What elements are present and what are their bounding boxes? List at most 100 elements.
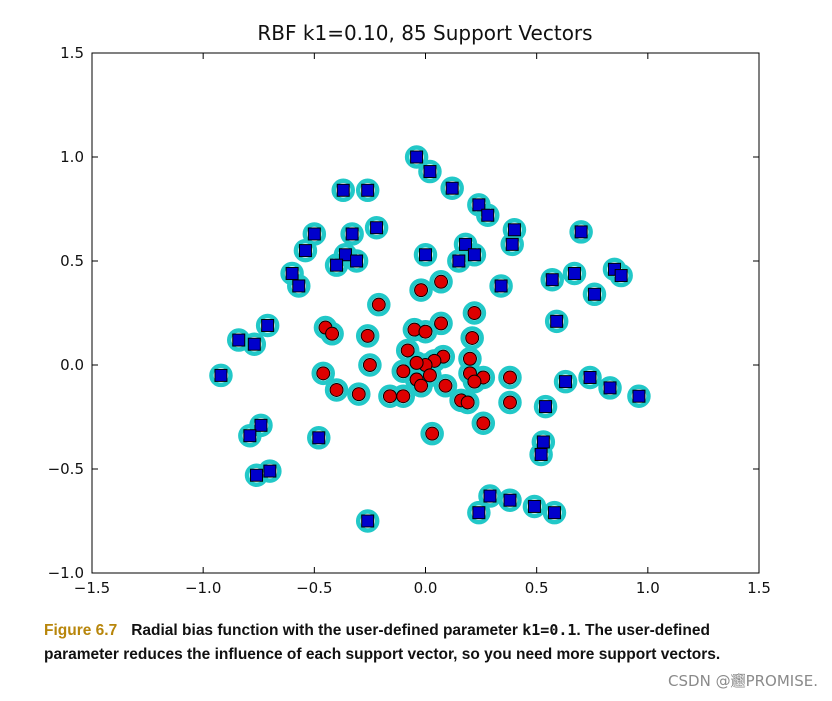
watermark: CSDN @𰻝PROMISE. xyxy=(668,672,818,690)
support-vector-ring xyxy=(355,324,380,348)
y-tick-label: 1.5 xyxy=(60,44,84,62)
support-vector-ring xyxy=(522,494,547,519)
support-vector-ring xyxy=(582,282,607,307)
class-positive-point xyxy=(483,489,497,503)
support-vector-ring xyxy=(433,374,458,398)
class-negative-point xyxy=(351,387,366,402)
support-vector-ring xyxy=(324,253,349,277)
y-tick-label: −0.5 xyxy=(48,460,84,478)
x-tick-label: −1.0 xyxy=(185,579,221,597)
caption-text-1: Radial bias function with the user-defin… xyxy=(131,622,523,639)
support-vector-ring xyxy=(569,220,593,244)
support-vector-ring xyxy=(238,423,262,448)
plot-frame xyxy=(91,52,760,574)
class-negative-point xyxy=(467,306,482,320)
class-positive-point xyxy=(574,225,588,239)
class-positive-point xyxy=(614,269,628,283)
class-positive-point xyxy=(632,389,646,403)
class-negative-point xyxy=(467,374,482,389)
class-positive-point xyxy=(243,429,257,443)
class-positive-point xyxy=(550,314,564,328)
axis-ticks: −1.5 −1.0 −0.5 0.0 0.5 1.0 1.5−1.0−0.50.00.51.… xyxy=(48,44,771,597)
class-positive-point xyxy=(559,375,573,389)
class-positive-point xyxy=(545,273,559,287)
class-positive-point xyxy=(481,208,495,222)
support-vector-ring xyxy=(598,376,622,400)
support-vector-ring xyxy=(413,243,438,267)
class-positive-point xyxy=(312,431,326,445)
class-positive-point xyxy=(547,506,561,520)
y-tick-label: 0.0 xyxy=(60,356,84,374)
support-vector-ring xyxy=(476,203,500,227)
support-vector-ring xyxy=(418,159,442,184)
class-positive-point xyxy=(247,337,261,351)
support-vector-ring xyxy=(331,178,355,203)
class-positive-point xyxy=(350,254,364,268)
class-positive-point xyxy=(232,333,246,347)
class-positive-point xyxy=(345,227,359,241)
class-positive-point xyxy=(298,244,312,258)
support-vector-ring xyxy=(293,238,318,263)
class-positive-point xyxy=(419,248,432,262)
class-positive-point xyxy=(567,266,581,280)
class-positive-point xyxy=(472,506,486,520)
class-positive-point xyxy=(503,493,517,507)
class-positive-point xyxy=(263,464,277,478)
class-negative-point xyxy=(502,370,517,385)
support-vector-ring xyxy=(367,292,391,317)
class-positive-point xyxy=(527,499,541,513)
support-vector-ring xyxy=(489,274,513,298)
x-tick-label: 1.5 xyxy=(747,579,771,597)
class-positive-point xyxy=(292,279,306,293)
support-vector-ring xyxy=(307,426,331,450)
support-vector-ring xyxy=(429,270,453,294)
class-negative-point xyxy=(425,426,440,441)
class-positive-point xyxy=(587,287,601,301)
support-vector-ring xyxy=(440,176,464,200)
support-vector-ring xyxy=(404,145,429,169)
x-tick-label: −1.5 xyxy=(74,579,110,597)
support-vector-ring xyxy=(462,301,487,325)
class-negative-point xyxy=(434,316,449,331)
support-vector-ring xyxy=(467,500,491,525)
class-positive-point xyxy=(452,254,466,268)
class-negative-point xyxy=(418,324,433,339)
support-vector-ring xyxy=(324,378,349,402)
support-vector-ring xyxy=(544,309,569,334)
class-negative-point xyxy=(502,395,517,410)
class-negative-point xyxy=(382,389,397,404)
class-negative-point xyxy=(438,378,453,393)
support-vector-ring xyxy=(355,178,380,203)
x-tick-label: 0.0 xyxy=(414,579,438,597)
caption-text-2: . The user-defined parameter reduces the… xyxy=(44,622,721,663)
class-positive-point xyxy=(410,150,424,164)
support-vector-ring xyxy=(409,278,433,302)
class-positive-point xyxy=(261,318,275,332)
class-positive-point xyxy=(370,221,384,235)
support-vector-ring xyxy=(311,361,335,386)
class-negative-point xyxy=(414,283,429,298)
class-negative-point xyxy=(362,358,377,372)
y-tick-label: 1.0 xyxy=(60,148,84,166)
class-positive-point xyxy=(534,447,548,461)
class-positive-point xyxy=(214,368,228,382)
x-tick-label: −0.5 xyxy=(296,579,332,597)
support-vector-ring xyxy=(562,261,587,286)
scatter-chart: RBF k1=0.10, 85 Support Vectors −1.5 −1.0… xyxy=(48,21,771,597)
class-positive-point xyxy=(336,183,350,197)
class-negative-point xyxy=(400,343,415,358)
class-negative-point xyxy=(434,274,449,289)
support-vector-ring xyxy=(340,222,364,246)
chart-title: RBF k1=0.10, 85 Support Vectors xyxy=(257,21,592,45)
support-vector-ring xyxy=(209,363,233,388)
class-positive-point xyxy=(307,227,321,241)
class-negative-point xyxy=(396,389,411,404)
support-vector-ring xyxy=(429,311,453,336)
class-positive-point xyxy=(583,370,597,384)
class-positive-point xyxy=(254,418,268,432)
support-vector-ring xyxy=(498,488,522,512)
class-negative-point xyxy=(371,297,386,312)
class-negative-point xyxy=(396,364,411,379)
support-vector-ring xyxy=(498,365,522,390)
class-positive-point xyxy=(467,248,481,262)
